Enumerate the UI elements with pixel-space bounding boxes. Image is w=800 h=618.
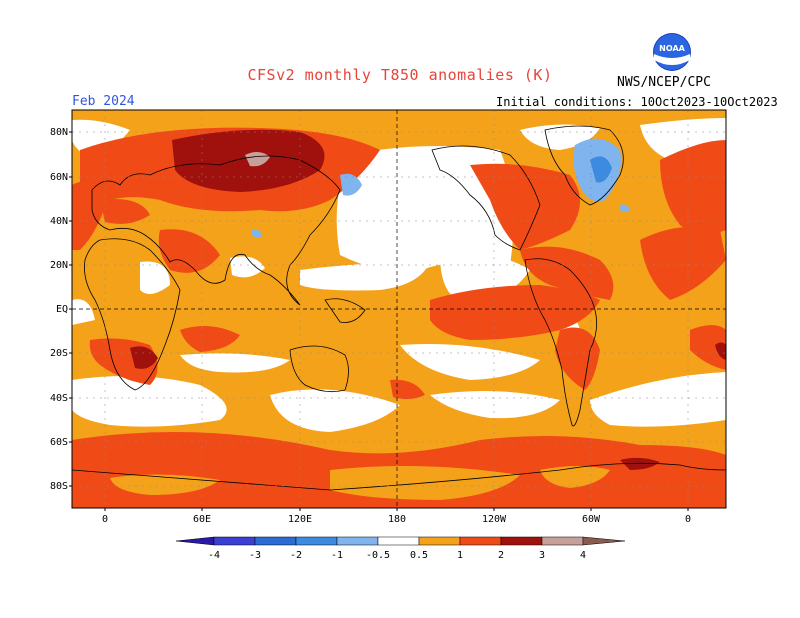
lon-label: 0 — [685, 514, 691, 525]
neutral-regions — [72, 118, 726, 432]
noaa-logo: NOAA — [653, 33, 691, 71]
colorbar-label: 1 — [457, 550, 463, 561]
colorbar-swatch — [295, 536, 338, 546]
lon-ticks — [104, 508, 689, 511]
colorbar-swatch — [459, 536, 502, 546]
colorbar-label: -3 — [249, 550, 261, 561]
lon-label: 0 — [102, 514, 108, 525]
cool-regions — [252, 138, 630, 238]
reference-grid — [72, 110, 726, 508]
coastlines — [71, 125, 727, 491]
lon-label: 120E — [288, 514, 312, 525]
colorbar-label: -4 — [208, 550, 220, 561]
latitude-labels: 80N 60N 40N 20N EQ 20S 40S 60S 80S — [50, 127, 68, 492]
colorbar-label: -0.5 — [366, 550, 390, 561]
lat-label: 20S — [50, 348, 68, 359]
extreme-warm-spot — [245, 151, 270, 167]
colorbar-swatch — [213, 536, 256, 546]
colorbar-label: -2 — [290, 550, 302, 561]
agency-label: NWS/NCEP/CPC — [617, 75, 711, 90]
lon-label: 60E — [193, 514, 211, 525]
initial-conditions: Initial conditions: 10Oct2023-10Oct2023 — [496, 95, 778, 109]
colorbar-swatch — [541, 536, 584, 546]
lat-label: 80N — [50, 127, 68, 138]
colorbar-swatch — [336, 536, 379, 546]
lat-label: 60S — [50, 437, 68, 448]
colorbar — [175, 536, 626, 546]
colorbar-swatch — [254, 536, 297, 546]
colorbar-label: 0.5 — [410, 550, 428, 561]
lat-label: 60N — [50, 172, 68, 183]
colorbar-arrow-left — [175, 536, 215, 546]
lon-label: 180 — [388, 514, 406, 525]
lat-ticks — [69, 131, 72, 487]
forecast-month: Feb 2024 — [72, 94, 135, 109]
colorbar-swatch — [377, 536, 420, 546]
colorbar-labels: -4 -3 -2 -1 -0.5 0.5 1 2 3 4 — [208, 550, 586, 561]
chart-title: CFSv2 monthly T850 anomalies (K) — [247, 66, 553, 84]
lat-label: 40N — [50, 216, 68, 227]
colorbar-label: 4 — [580, 550, 586, 561]
longitude-labels: 0 60E 120E 180 120W 60W 0 — [102, 514, 691, 525]
lon-label: 60W — [582, 514, 601, 525]
lat-label: 20N — [50, 260, 68, 271]
colorbar-swatch — [500, 536, 543, 546]
colorbar-swatch — [418, 536, 461, 546]
lon-label: 120W — [482, 514, 507, 525]
colorbar-label: -1 — [331, 550, 343, 561]
colorbar-label: 3 — [539, 550, 545, 561]
colorbar-arrow-right — [582, 536, 626, 546]
lat-label: 80S — [50, 481, 68, 492]
lat-label: 40S — [50, 393, 68, 404]
colorbar-label: 2 — [498, 550, 504, 561]
svg-text:NOAA: NOAA — [659, 44, 685, 53]
lat-label: EQ — [56, 304, 68, 315]
